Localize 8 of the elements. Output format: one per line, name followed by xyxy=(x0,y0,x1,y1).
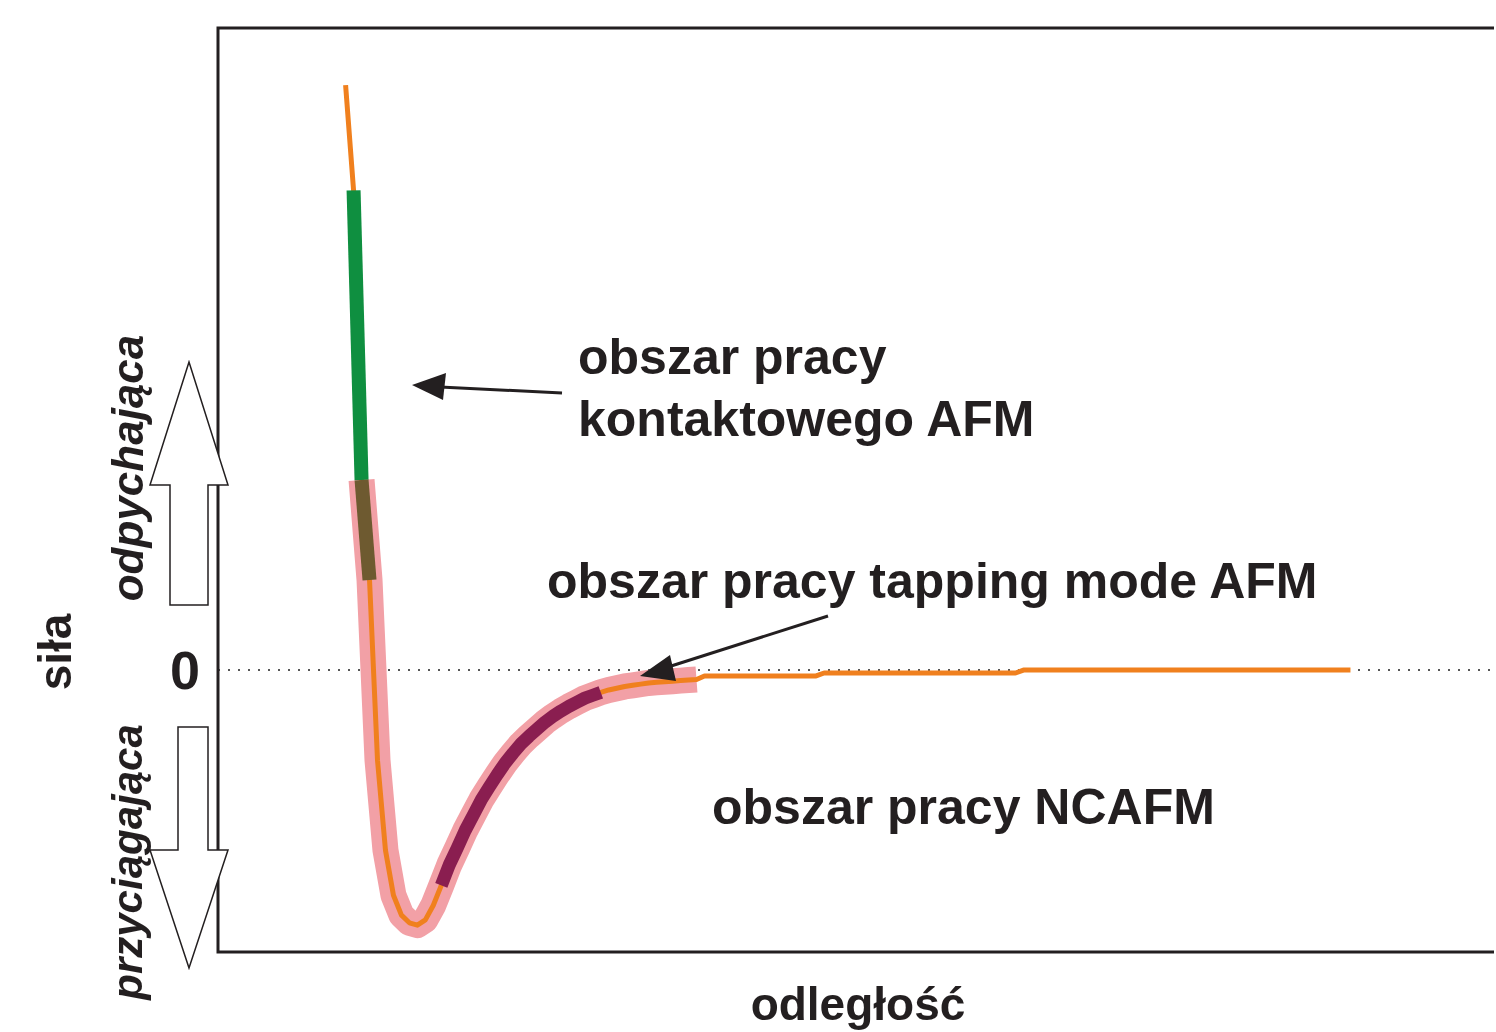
annotation: obszar pracy NCAFM xyxy=(712,778,1215,836)
text: odpychająca xyxy=(103,334,153,602)
ref-line-label: 0 xyxy=(169,639,200,702)
annotation: obszar pracy kontaktowego AFM xyxy=(578,328,1036,449)
y-axis-title: siła xyxy=(28,613,82,691)
annotation: obszar pracy tapping mode AFM xyxy=(547,552,1318,610)
x-axis-title: odległość xyxy=(750,977,966,1031)
text: przyciągająca xyxy=(104,724,152,1000)
